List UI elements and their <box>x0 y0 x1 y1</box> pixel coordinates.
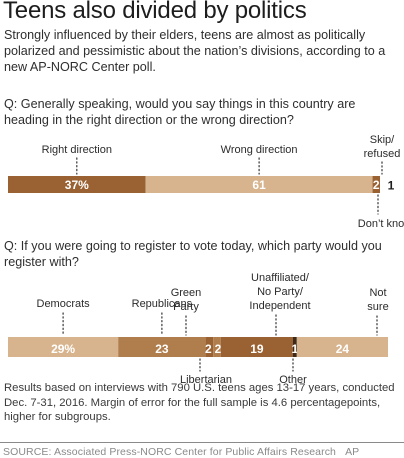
value-label-0-1: 61 <box>252 178 266 192</box>
source-line: SOURCE: Associated Press-NORC Center for… <box>3 446 359 458</box>
bar-segment-1-0 <box>8 337 119 357</box>
bar-segment-1-1 <box>118 337 206 357</box>
category-label-1-0: Democrats <box>37 298 91 310</box>
page-title: Teens also divided by politics <box>3 0 307 24</box>
category-label-1-2: Party <box>173 301 199 313</box>
bar-segment-1-3 <box>213 337 221 357</box>
value-label-1-2: 2 <box>205 342 212 356</box>
bar-segment-1-4 <box>220 337 293 357</box>
category-label-1-5: Other <box>279 374 307 386</box>
category-label-1-4: Unaffiliated/ <box>251 272 310 284</box>
value-label-1-3: 2 <box>215 342 222 356</box>
category-label-0-2: refused <box>364 148 401 160</box>
value-label-0-0: 37% <box>65 178 89 192</box>
source-credit: AP <box>345 446 360 458</box>
category-label-1-3: Libertarian <box>180 374 232 386</box>
category-label-0-1: Wrong direction <box>221 144 298 156</box>
value-label-1-1: 23 <box>155 342 169 356</box>
divider <box>0 442 404 443</box>
question-2: Q: If you were going to register to vote… <box>4 239 382 269</box>
bar-segment-0-2 <box>372 176 380 193</box>
value-label-1-0: 29% <box>51 342 75 356</box>
category-label-0-0: Right direction <box>42 144 112 156</box>
category-label-0-2: Skip/ <box>370 134 395 146</box>
value-label-0-2: 2 <box>373 178 380 192</box>
value-label-1-4: 19 <box>250 342 264 356</box>
bar-segment-1-6 <box>296 337 388 357</box>
bar-segment-1-5 <box>293 337 297 357</box>
category-label-1-6: sure <box>367 301 388 313</box>
question-1: Q: Generally speaking, would you say thi… <box>4 97 356 127</box>
value-label-1-6: 24 <box>336 342 350 356</box>
category-label-0-3: Don’t know <box>358 218 404 230</box>
category-label-1-2: Green <box>171 287 202 299</box>
intro-text: Strongly influenced by their elders, tee… <box>4 28 386 74</box>
bar-segment-1-2 <box>205 337 214 357</box>
category-label-1-4: No Party/ <box>257 286 304 298</box>
bar-segment-0-1 <box>145 176 373 193</box>
value-label-0-3: 1 <box>388 179 395 193</box>
source-text: SOURCE: Associated Press-NORC Center for… <box>3 446 336 458</box>
category-label-1-4: Independent <box>249 300 310 312</box>
category-label-1-6: Not <box>369 287 386 299</box>
category-label-1-1: Republicans <box>132 298 193 310</box>
value-label-1-5: 1 <box>292 342 299 356</box>
bar-segment-0-0 <box>8 176 146 193</box>
survey-notes: Results based on interviews with 790 U.S… <box>4 382 395 423</box>
